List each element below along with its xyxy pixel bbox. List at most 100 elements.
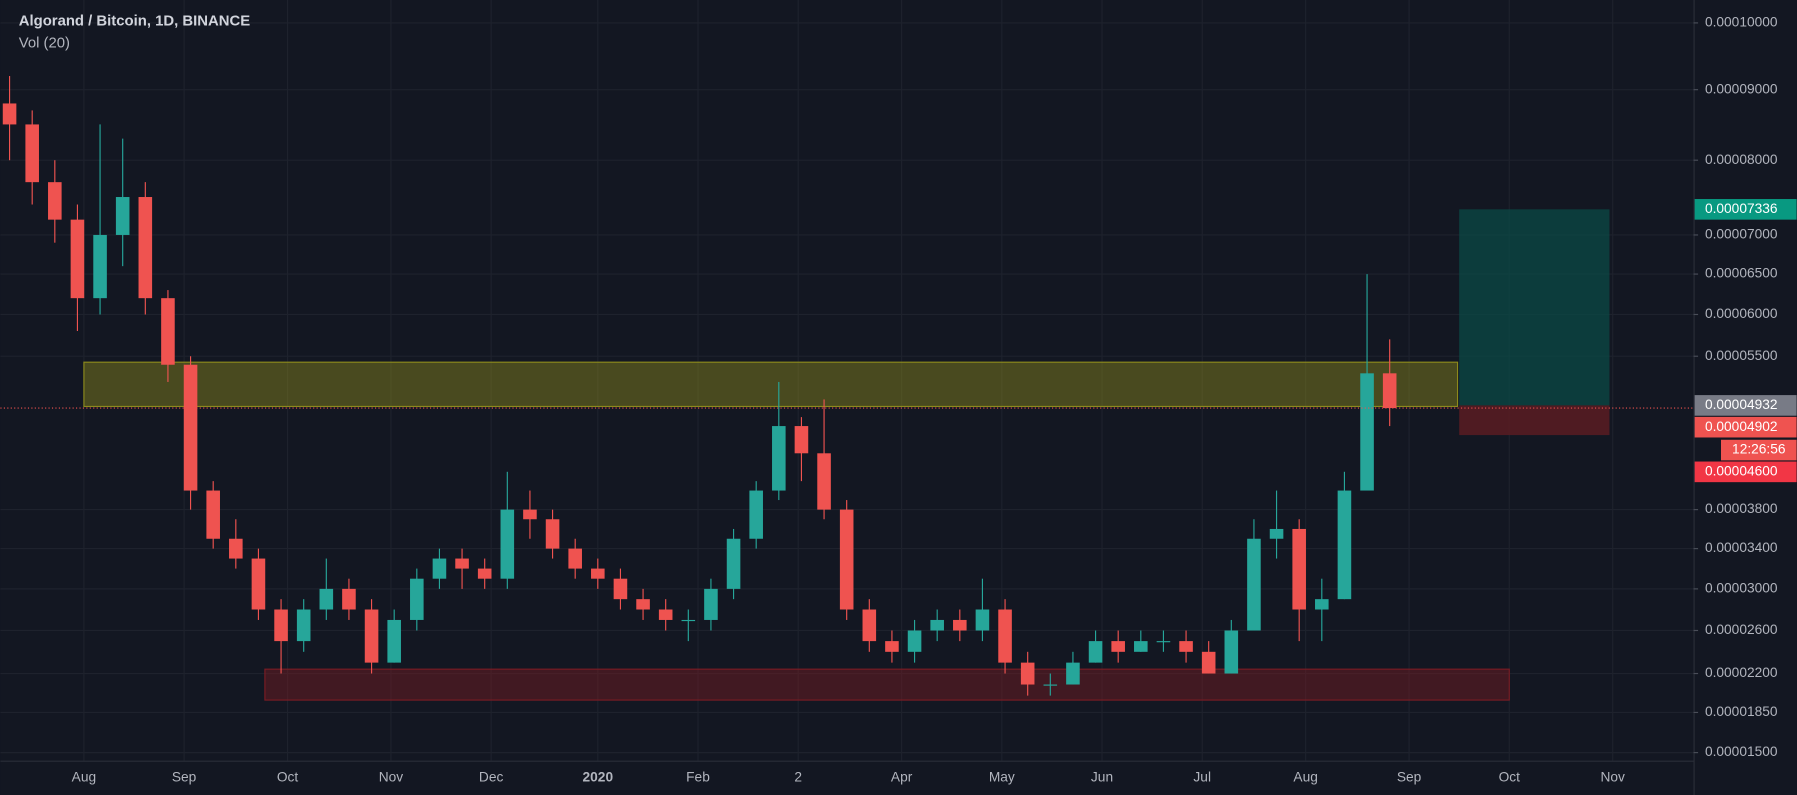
candle-body: [500, 509, 515, 579]
y-tick-label: 0.00002600: [1705, 622, 1778, 637]
y-tick-label: 0.00005500: [1705, 348, 1778, 363]
candle-body: [568, 548, 582, 569]
x-tick-label: Jul: [1193, 769, 1211, 784]
position-target-zone: [1459, 209, 1610, 406]
candle-body: [1134, 641, 1148, 652]
candle-body: [296, 609, 311, 642]
candle-body: [862, 609, 877, 642]
chart-title: Algorand / Bitcoin, 1D, BINANCE: [19, 14, 250, 30]
price-tag-label: 0.00007336: [1705, 201, 1778, 216]
candle-body: [545, 519, 560, 549]
candle-body: [251, 558, 266, 610]
x-tick-label: Nov: [379, 769, 404, 784]
candle-body: [410, 578, 424, 620]
y-tick-label: 0.00006500: [1705, 266, 1778, 281]
y-tick-label: 0.00002200: [1705, 665, 1778, 680]
candle-body: [2, 103, 17, 125]
y-tick-label: 0.00003800: [1705, 501, 1778, 516]
price-tag-label: 0.00004932: [1705, 397, 1778, 412]
candle-body: [749, 490, 763, 539]
candle-body: [161, 298, 175, 365]
candle-body: [206, 490, 220, 539]
candle-body: [772, 426, 786, 491]
candle-body: [726, 538, 741, 589]
x-tick-label: Feb: [686, 769, 710, 784]
candle-body: [1224, 630, 1239, 674]
candle-body: [1201, 651, 1216, 674]
candle-body: [953, 619, 967, 631]
y-tick-label: 0.00010000: [1705, 15, 1778, 30]
candle-body: [1269, 528, 1284, 539]
candle-body: [591, 568, 605, 579]
candle-body: [1382, 373, 1397, 409]
candle-body: [930, 619, 944, 631]
candle-body: [93, 234, 107, 299]
candle-body: [975, 609, 990, 631]
indicator-label: Vol (20): [19, 35, 70, 51]
labels: 0.00010000 0.00009000 0.00008000 0.00007000…: [72, 15, 1797, 784]
candle-body: [477, 568, 492, 579]
candle-body: [613, 578, 628, 600]
candle-body: [25, 124, 39, 183]
candle-body: [839, 509, 854, 610]
candle-body: [1247, 538, 1261, 631]
candle-body: [138, 197, 153, 299]
candle-body: [319, 588, 334, 610]
candle-body: [1315, 599, 1329, 610]
y-tick-label: 0.00001500: [1705, 744, 1778, 759]
candle-body: [523, 509, 537, 520]
x-tick-label: Aug: [1293, 769, 1317, 784]
candle-body: [1360, 373, 1374, 491]
price-tag: [1694, 461, 1797, 483]
x-tick-label: May: [989, 769, 1015, 784]
x-tick-label: 2020: [583, 769, 614, 784]
candle-body: [885, 641, 899, 652]
x-tick-label: Sep: [1397, 769, 1422, 784]
candle-body: [48, 182, 62, 220]
y-tick-label: 0.00001850: [1705, 704, 1778, 719]
x-tick-label: Apr: [891, 769, 913, 784]
candle-body: [1156, 641, 1171, 643]
candle-body: [183, 364, 198, 491]
candle-body: [364, 609, 379, 663]
candle-body: [229, 538, 243, 559]
zone: [264, 668, 1510, 701]
x-tick-label: Aug: [72, 769, 96, 784]
x-tick-label: Dec: [479, 769, 504, 784]
candle-body: [794, 426, 809, 454]
candle-body: [1292, 528, 1306, 610]
y-tick-label: 0.00008000: [1705, 152, 1778, 167]
y-tick-label: 0.00009000: [1705, 81, 1778, 96]
price-tag: [1694, 199, 1797, 220]
countdown-label: 12:26:56: [1732, 442, 1786, 457]
candle-body: [1337, 490, 1352, 600]
candle-body: [636, 599, 650, 610]
candle-body: [681, 619, 696, 622]
candle-body: [274, 609, 288, 642]
candle-body: [432, 558, 447, 579]
candle-body: [1088, 641, 1103, 663]
y-tick-label: 0.00007000: [1705, 227, 1778, 242]
zone: [83, 361, 1459, 408]
y-tick-label: 0.00003400: [1705, 540, 1778, 555]
candle-body: [1020, 662, 1035, 685]
x-tick-label: Nov: [1600, 769, 1625, 784]
x-tick-label: Oct: [1499, 769, 1521, 784]
candle-body: [907, 630, 922, 652]
candle-body: [1111, 641, 1125, 652]
price-tag-label: 0.00004902: [1705, 419, 1778, 434]
candle-body: [704, 588, 718, 620]
x-tick-label: Jun: [1091, 769, 1113, 784]
candle-body: [455, 558, 469, 569]
marks: [0, 76, 1694, 701]
candle-body: [817, 453, 831, 510]
price-tag-label: 0.00004600: [1705, 463, 1778, 478]
candle-body: [387, 619, 401, 663]
position-stop-zone: [1459, 405, 1610, 436]
candle-body: [1066, 662, 1080, 685]
x-tick-label: Oct: [277, 769, 299, 784]
candle-body: [70, 219, 85, 299]
countdown-tag: [1720, 439, 1797, 461]
